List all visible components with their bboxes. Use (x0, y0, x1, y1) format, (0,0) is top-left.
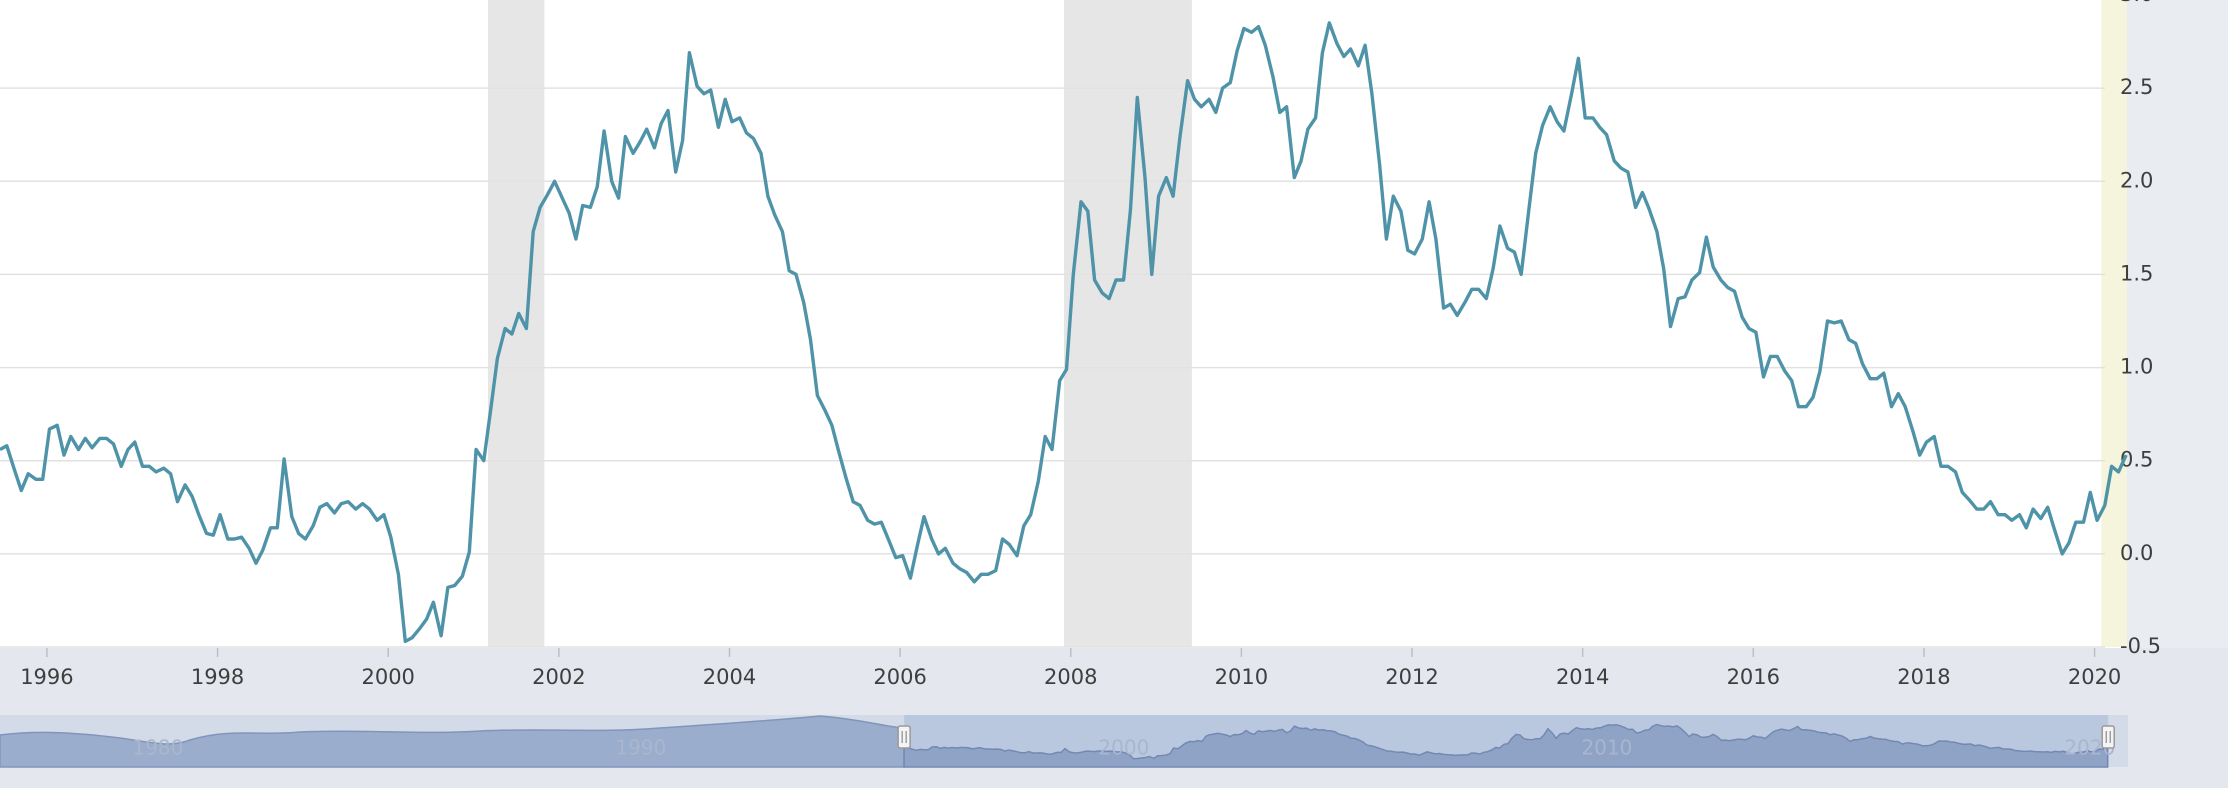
navigator-area (903, 723, 2109, 768)
y-tick-label: 2.5 (2120, 75, 2153, 99)
axis-strip (2127, 0, 2228, 648)
navigator-label: 2010 (1581, 736, 1632, 760)
y-tick-label: 2.0 (2120, 168, 2153, 192)
x-tick-label: 2018 (1897, 665, 1950, 689)
navigator-handle (897, 725, 911, 749)
navigator-label: 1980 (132, 736, 183, 760)
y-tick-label: 0.0 (2120, 541, 2153, 565)
x-tick-label: 2012 (1385, 665, 1438, 689)
x-tick-label: 2020 (2068, 665, 2121, 689)
x-tick-label: 2008 (1044, 665, 1097, 689)
x-tick-label: 2000 (361, 665, 414, 689)
x-tick-label: 2002 (532, 665, 585, 689)
data-line (0, 21, 2128, 644)
x-tick-label: 2004 (703, 665, 756, 689)
y-tick-label: 3.0 (2120, 0, 2153, 6)
y-tick-label: -0.5 (2120, 634, 2161, 658)
x-tick-label: 2014 (1556, 665, 1609, 689)
chart-layer: -0.50.00.51.01.52.02.53.0199619982000200… (0, 0, 2161, 768)
navigator-label: 1990 (615, 736, 666, 760)
x-tick-label: 2016 (1727, 665, 1780, 689)
shaded-range (1063, 0, 1192, 647)
x-tick-label: 1996 (20, 665, 73, 689)
y-tick-label: 1.5 (2120, 261, 2153, 285)
navigator-label: 2000 (1098, 736, 1149, 760)
x-tick-label: 2006 (873, 665, 926, 689)
y-tick-label: 1.0 (2120, 355, 2153, 379)
x-tick-label: 2010 (1215, 665, 1268, 689)
shaded-range (2101, 0, 2127, 647)
navigator-handle (2101, 725, 2115, 749)
navigator-history-area (0, 715, 905, 768)
x-tick-label: 1998 (191, 665, 244, 689)
